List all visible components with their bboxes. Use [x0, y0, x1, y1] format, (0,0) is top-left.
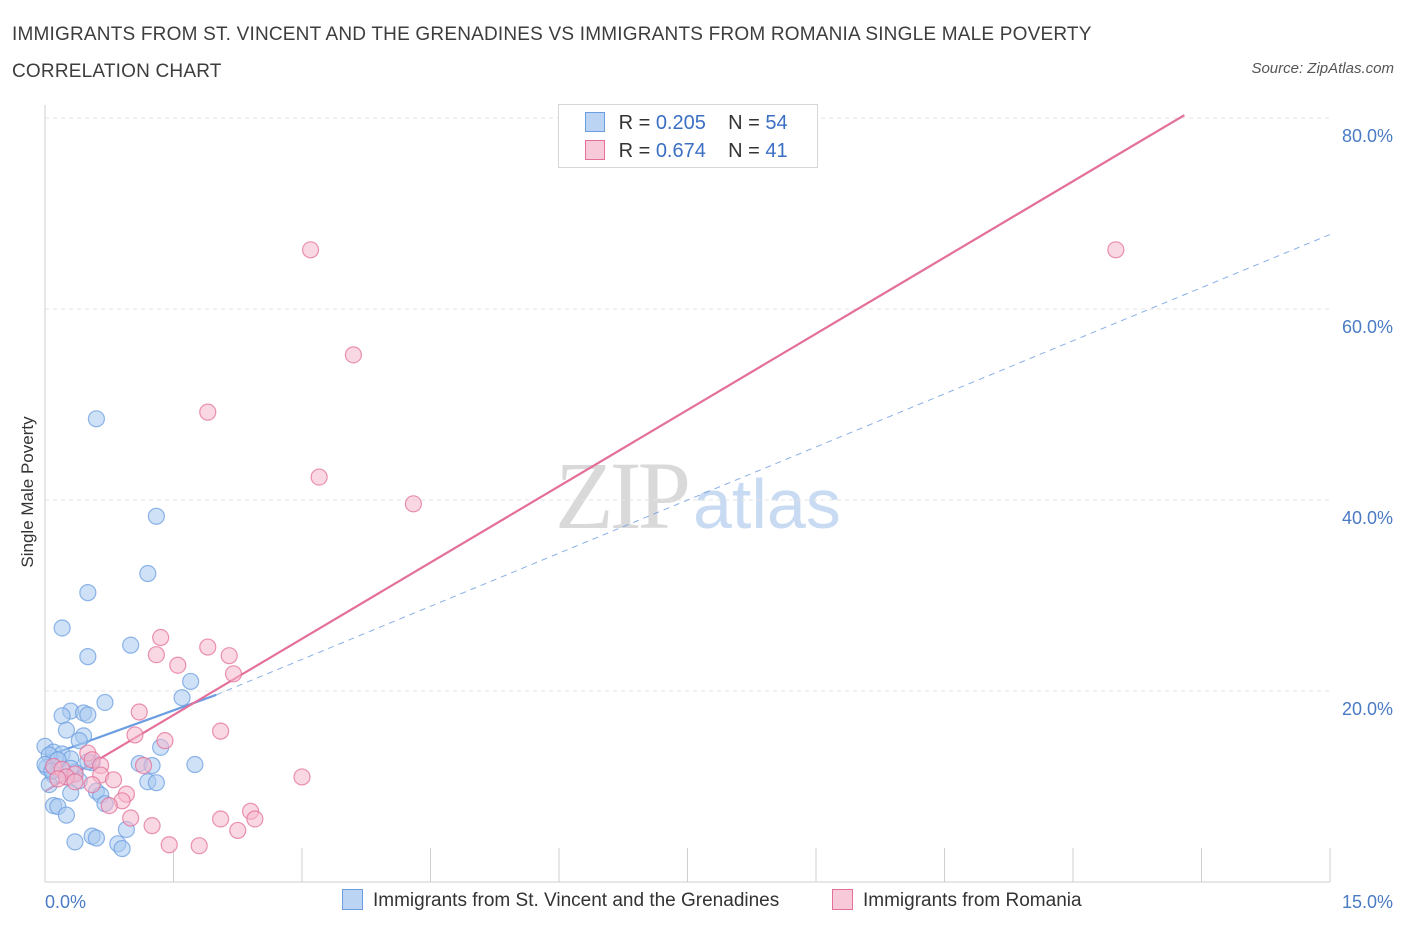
legend-row-series-1: R = 0.205 N = 54 [585, 112, 788, 140]
data-point-series-2 [212, 722, 230, 740]
chart-title: IMMIGRANTS FROM ST. VINCENT AND THE GREN… [12, 24, 1092, 82]
bottom-legend-series-1: Immigrants from St. Vincent and the Gren… [342, 889, 779, 912]
data-point-series-1 [53, 707, 71, 725]
data-point-series-2 [344, 346, 362, 364]
data-point-series-1 [79, 706, 97, 724]
data-point-series-1 [57, 806, 76, 824]
legend-n-value: 41 [765, 140, 788, 162]
legend-swatch-series-1 [585, 112, 605, 132]
legend-row-series-2: R = 0.674 N = 41 [585, 140, 788, 168]
data-point-series-2 [134, 756, 153, 775]
data-point-series-2 [160, 836, 178, 854]
bottom-legend-series-2: Immigrants from Romania [832, 889, 1082, 912]
x-tick-label-min: 0.0% [45, 892, 86, 912]
data-point-series-1 [122, 636, 140, 654]
data-point-series-1 [87, 410, 106, 428]
y-tick-label: 60.0% [1342, 317, 1393, 337]
data-point-series-2 [224, 665, 243, 683]
data-point-series-2 [104, 771, 123, 789]
data-point-series-2 [229, 821, 247, 840]
legend-r-label: R = [618, 140, 651, 162]
tick-labels: 20.0% 40.0% 60.0% 80.0% 0.0% 15.0% [45, 126, 1393, 912]
data-point-series-1 [182, 672, 200, 691]
data-point-series-2 [199, 403, 217, 421]
data-point-series-2 [404, 495, 422, 513]
data-point-series-2 [156, 732, 174, 750]
legend-r-label: R = [618, 112, 651, 134]
data-point-series-2 [310, 468, 328, 486]
data-point-series-2 [246, 810, 264, 828]
legend-n-label: N = [728, 140, 760, 162]
correlation-legend: R = 0.205 N = 54 R = 0.674 N = 41 [558, 104, 818, 168]
data-point-series-1 [113, 839, 131, 858]
data-point-series-2 [66, 773, 84, 791]
x-tick-label-max: 15.0% [1342, 892, 1393, 912]
data-point-series-2 [1107, 241, 1125, 259]
data-point-series-1 [57, 721, 76, 739]
data-point-series-2 [212, 810, 230, 828]
legend-r-value: 0.674 [655, 140, 706, 162]
data-point-series-1 [147, 774, 165, 792]
trend-lines [44, 114, 1331, 793]
trend-line-series-2 [44, 114, 1185, 793]
axes [44, 105, 1331, 883]
data-point-series-1 [147, 507, 165, 525]
data-point-series-2 [190, 837, 208, 855]
source-label: Source: ZipAtlas.com [1251, 60, 1394, 77]
data-point-series-2 [49, 770, 67, 788]
grid-lines [45, 117, 1330, 692]
bottom-legend-label-series-1: Immigrants from St. Vincent and the Gren… [373, 890, 780, 911]
watermark-atlas: atlas [693, 465, 841, 543]
data-point-series-2 [130, 703, 148, 721]
data-point-series-2 [143, 817, 161, 835]
data-point-series-2 [147, 646, 165, 664]
data-point-series-2 [199, 638, 217, 656]
data-point-series-2 [301, 241, 320, 259]
legend-n-label: N = [728, 112, 760, 134]
watermark-zip: ZIP [555, 442, 691, 549]
trend-extension-series-1 [216, 234, 1331, 696]
data-point-series-2 [83, 775, 101, 794]
data-point-series-2 [220, 647, 238, 665]
data-point-series-2 [152, 628, 170, 647]
y-tick-label: 40.0% [1342, 508, 1393, 528]
data-point-series-1 [79, 648, 97, 666]
y-tick-label: 80.0% [1342, 126, 1393, 146]
legend-swatch-series-2 [585, 140, 605, 160]
data-point-series-1 [79, 584, 97, 602]
data-point-series-2 [100, 796, 118, 815]
data-point-series-2 [126, 726, 144, 744]
watermark: ZIPatlas [555, 440, 841, 551]
data-point-series-1 [70, 732, 88, 750]
bottom-legend-swatch-series-1 [342, 889, 363, 910]
data-point-series-1 [66, 833, 84, 851]
data-point-series-2 [122, 809, 140, 827]
legend-n-value: 54 [765, 112, 788, 134]
bottom-legend-swatch-series-2 [832, 889, 853, 910]
y-tick-label: 20.0% [1342, 699, 1393, 719]
data-point-series-1 [186, 755, 204, 774]
data-points [36, 241, 1125, 858]
data-point-series-1 [139, 564, 157, 583]
bottom-legend-label-series-2: Immigrants from Romania [863, 890, 1082, 911]
data-point-series-1 [173, 689, 191, 707]
data-point-series-2 [293, 768, 311, 786]
legend-r-value: 0.205 [655, 112, 706, 134]
data-point-series-2 [169, 656, 187, 674]
data-point-series-1 [96, 693, 114, 712]
data-point-series-1 [87, 829, 106, 847]
data-point-series-1 [53, 619, 71, 637]
